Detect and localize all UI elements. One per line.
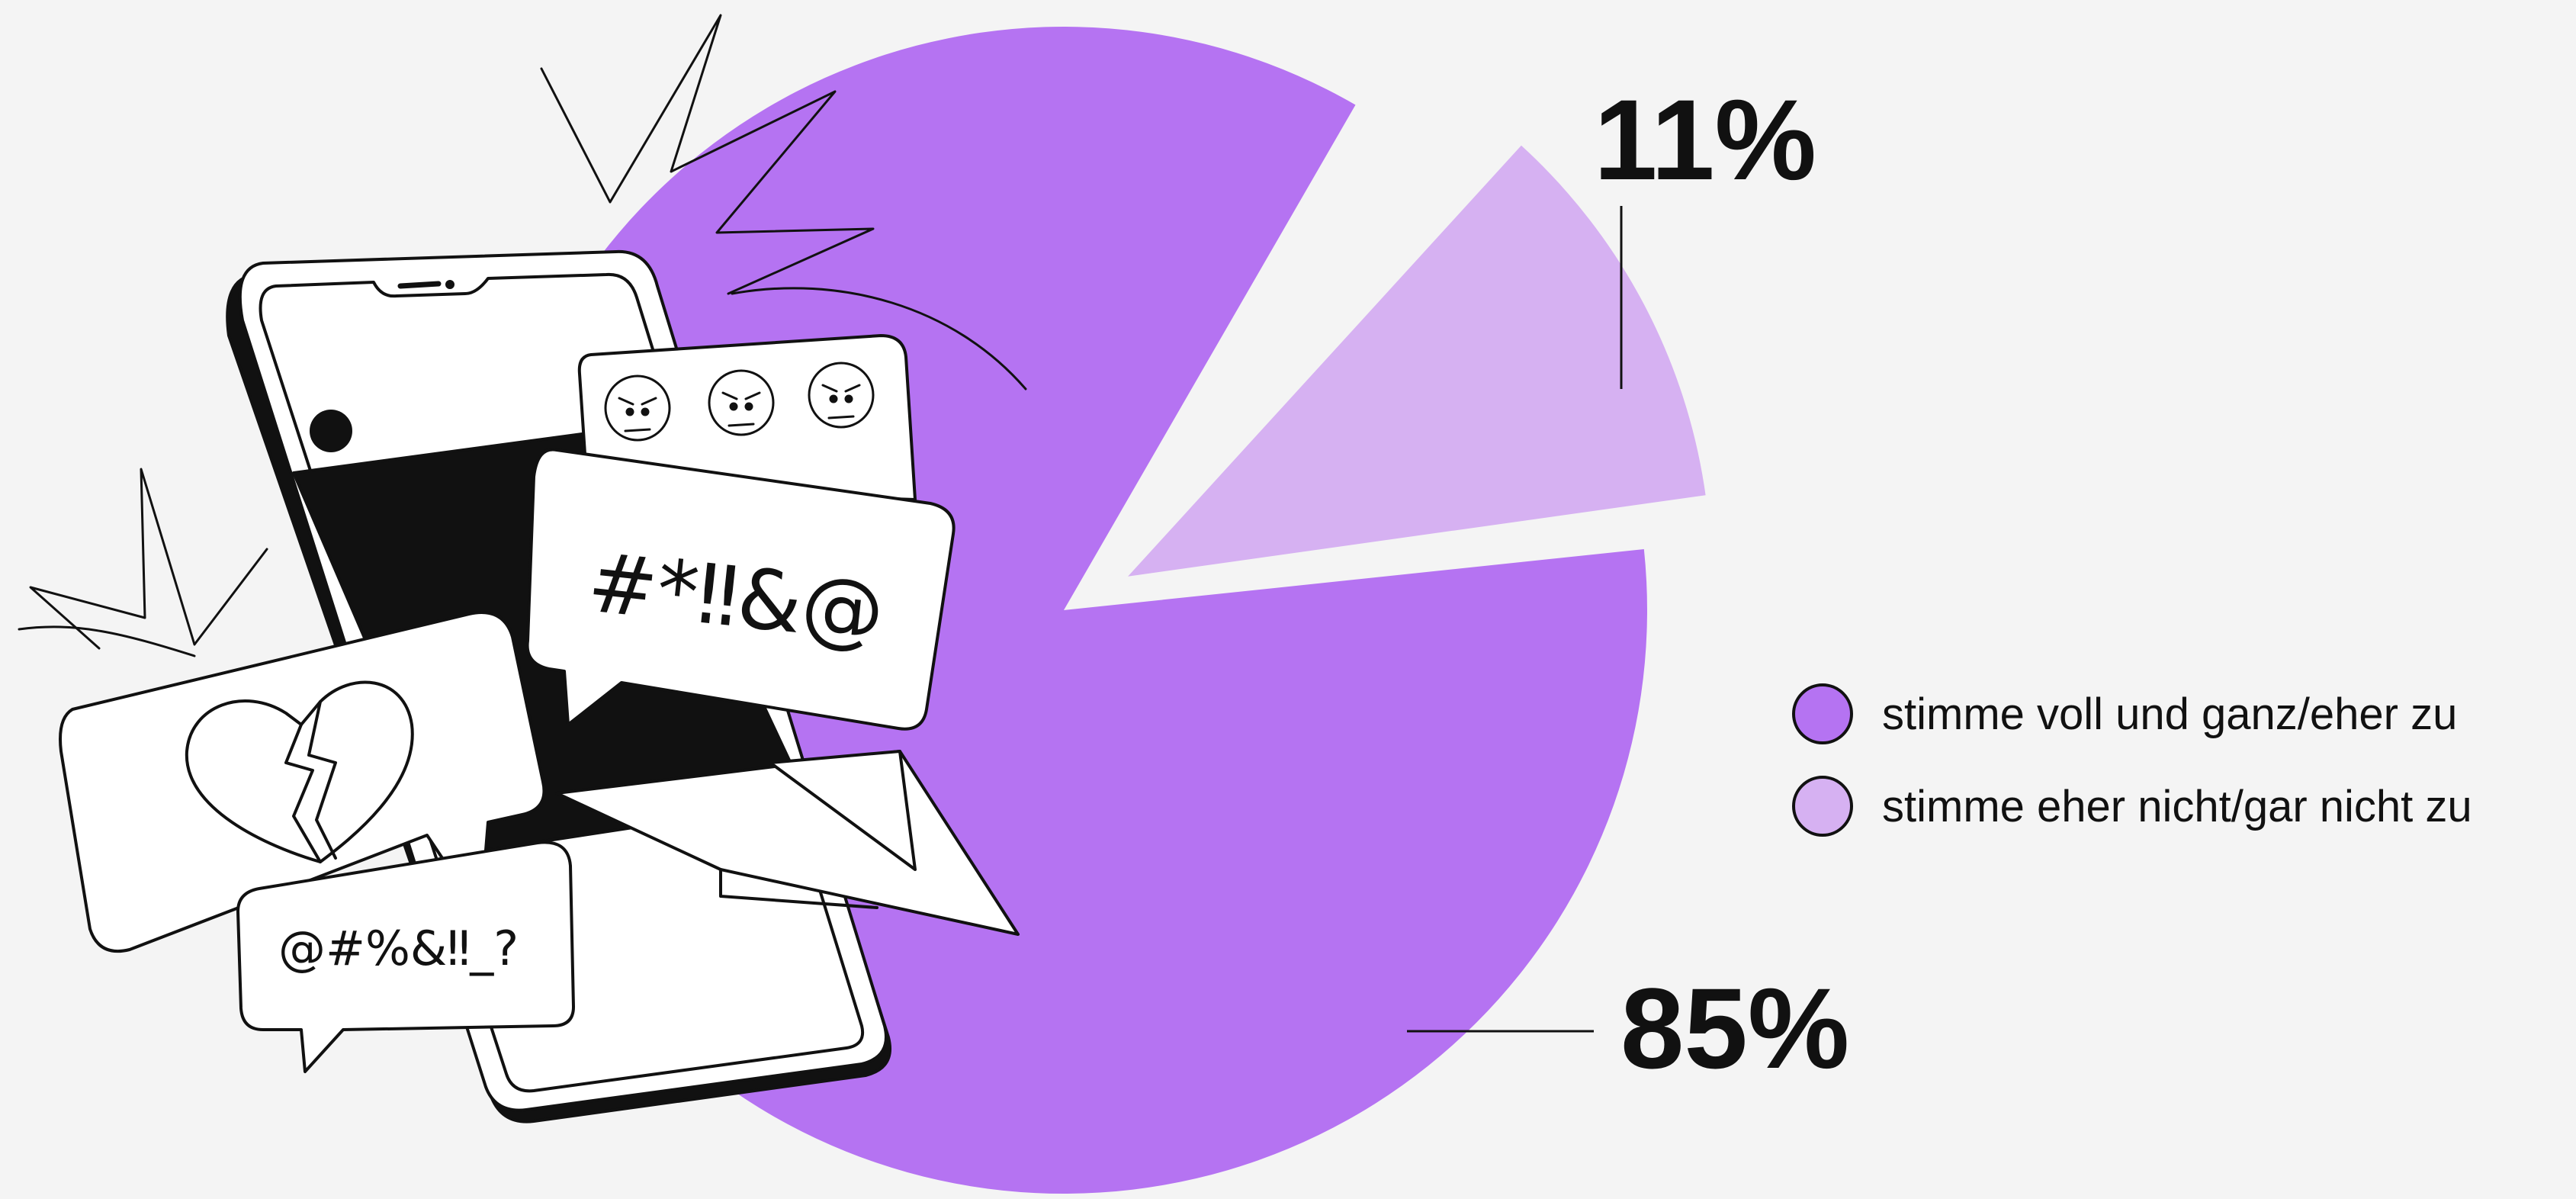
legend-label: stimme eher nicht/gar nicht zu — [1882, 782, 2472, 831]
legend: stimme voll und ganz/eher zu stimme eher… — [1792, 683, 2472, 837]
smartphone-with-angry-messages-icon: #*‼&@ @#%&‼_? — [18, 14, 1027, 1123]
pie-slice-disagree — [1128, 145, 1706, 577]
bubble-text-censored: @#%&‼_? — [278, 921, 519, 976]
angry-reactions-panel — [577, 334, 917, 501]
burst-lines-icon — [18, 14, 1027, 657]
value-label-11: 11% — [1594, 76, 1816, 204]
broken-heart-bubble — [59, 611, 546, 953]
broken-heart-icon — [185, 680, 414, 863]
censored-speech-bubble — [236, 841, 575, 1073]
legend-label: stimme voll und ganz/eher zu — [1882, 690, 2457, 739]
legend-swatch — [1792, 776, 1853, 837]
glass-shards-icon — [555, 750, 1020, 936]
angry-face-icon — [604, 374, 671, 442]
symbols-speech-bubble — [525, 448, 956, 731]
angry-face-icon — [808, 362, 875, 429]
value-label-85: 85% — [1620, 964, 1849, 1092]
legend-swatch — [1792, 683, 1853, 744]
angry-face-icon — [708, 369, 775, 436]
